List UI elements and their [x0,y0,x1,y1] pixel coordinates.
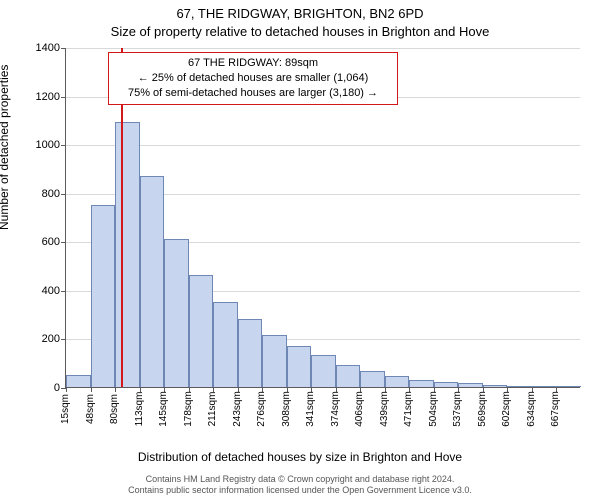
histogram-bar [532,386,557,387]
x-axis-label: Distribution of detached houses by size … [0,450,600,464]
x-tick-label: 667sqm [550,391,561,427]
histogram-bar [115,122,140,387]
chart-container: 67, THE RIDGWAY, BRIGHTON, BN2 6PD Size … [0,0,600,500]
y-tick-label: 0 [54,382,66,394]
y-tick-label: 1000 [36,139,66,151]
x-tick-label: 602sqm [501,391,512,427]
annotation-line-1: 67 THE RIDGWAY: 89sqm [115,56,391,71]
histogram-bar [164,239,189,387]
histogram-bar [66,375,91,387]
x-tick-label: 48sqm [85,394,96,424]
x-tick-label: 308sqm [281,391,292,427]
x-tick-label: 145sqm [158,391,169,427]
histogram-bar [189,275,214,387]
x-tick-label: 276sqm [256,391,267,427]
x-tick-label: 243sqm [232,391,243,427]
histogram-bar [507,386,532,387]
gridline [66,145,580,146]
y-tick-label: 400 [42,285,66,297]
annotation-line-3: 75% of semi-detached houses are larger (… [115,86,391,101]
histogram-bar [458,383,483,387]
title-subtitle: Size of property relative to detached ho… [0,24,600,39]
x-tick [115,387,116,392]
x-tick-label: 471sqm [403,391,414,427]
footer-attribution: Contains HM Land Registry data © Crown c… [0,474,600,497]
annotation-line-2: ← 25% of detached houses are smaller (1,… [115,71,391,86]
x-tick-label: 113sqm [134,392,145,427]
x-tick-label: 569sqm [477,391,488,427]
histogram-bar [287,346,312,387]
x-tick-label: 439sqm [379,391,390,427]
x-tick-label: 537sqm [452,391,463,427]
plot-area: 020040060080010001200140015sqm48sqm80sqm… [65,48,580,388]
y-tick-label: 600 [42,236,66,248]
x-tick-label: 634sqm [526,391,537,427]
gridline [66,48,580,49]
histogram-bar [434,382,459,387]
y-tick-label: 1200 [36,91,66,103]
histogram-bar [483,385,508,387]
x-tick-label: 374sqm [330,391,341,427]
histogram-bar [140,176,165,387]
histogram-bar [409,380,434,387]
histogram-bar [238,319,263,387]
x-tick-label: 504sqm [428,391,439,427]
histogram-bar [556,386,581,387]
histogram-bar [360,371,385,387]
histogram-bar [262,335,287,387]
x-tick-label: 15sqm [60,394,71,424]
histogram-bar [91,205,116,387]
y-tick-label: 200 [42,333,66,345]
histogram-bar [213,302,238,387]
title-address: 67, THE RIDGWAY, BRIGHTON, BN2 6PD [0,6,600,21]
footer-line-2: Contains public sector information licen… [0,485,600,496]
histogram-bar [311,355,336,387]
histogram-bar [385,376,410,387]
footer-line-1: Contains HM Land Registry data © Crown c… [0,474,600,485]
y-axis-label: Number of detached properties [0,65,11,230]
annotation-box: 67 THE RIDGWAY: 89sqm← 25% of detached h… [108,52,398,105]
x-tick-label: 406sqm [354,391,365,427]
x-tick-label: 178sqm [183,391,194,427]
x-tick [91,387,92,392]
x-tick-label: 211sqm [207,392,218,427]
x-tick [66,387,67,392]
y-tick-label: 1400 [36,42,66,54]
y-tick-label: 800 [42,188,66,200]
x-tick-label: 80sqm [109,394,120,424]
histogram-bar [336,365,361,387]
x-tick-label: 341sqm [305,391,316,427]
